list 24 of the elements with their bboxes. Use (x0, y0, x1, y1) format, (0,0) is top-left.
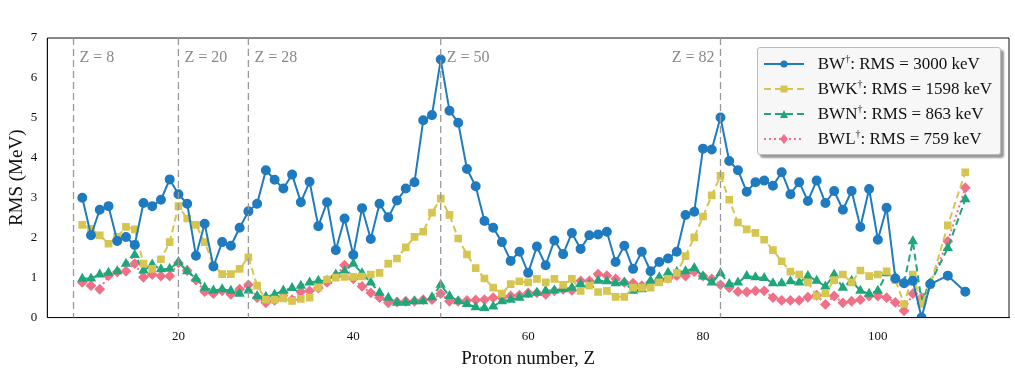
x-tick-label: 60 (521, 327, 535, 343)
legend-label: BW$^{†}$: RMS = 3000 keV (817, 53, 980, 74)
y-tick-label: 0 (30, 309, 38, 325)
legend-label: BWL$^{†}$: RMS = 759 keV (817, 128, 982, 149)
legend-label: BWN$^{†}$: RMS = 863 keV (817, 103, 984, 124)
y-tick-label: 7 (30, 29, 38, 45)
y-tick-label: 5 (30, 109, 38, 125)
x-tick-label: 20 (171, 327, 185, 343)
y-axis-title: RMS (MeV) (5, 129, 28, 227)
ref-line-label: Z = 82 (671, 48, 715, 66)
y-tick-label: 1 (30, 269, 38, 285)
y-tick-label: 3 (30, 189, 38, 205)
ref-line-label: Z = 28 (254, 48, 298, 66)
x-tick-label: 40 (346, 327, 360, 343)
x-axis-title: Proton number, Z (461, 346, 596, 368)
y-tick-label: 6 (30, 69, 38, 85)
ref-line-label: Z = 8 (79, 48, 115, 66)
ref-line-label: Z = 50 (446, 48, 490, 66)
y-tick-label: 2 (30, 229, 38, 245)
y-tick-label: 4 (30, 149, 38, 165)
legend-label: BWK$^{†}$: RMS = 1598 keV (817, 78, 992, 99)
x-tick-label: 80 (696, 327, 710, 343)
x-tick-label: 100 (868, 327, 888, 343)
ref-line-label: Z = 20 (184, 48, 228, 66)
